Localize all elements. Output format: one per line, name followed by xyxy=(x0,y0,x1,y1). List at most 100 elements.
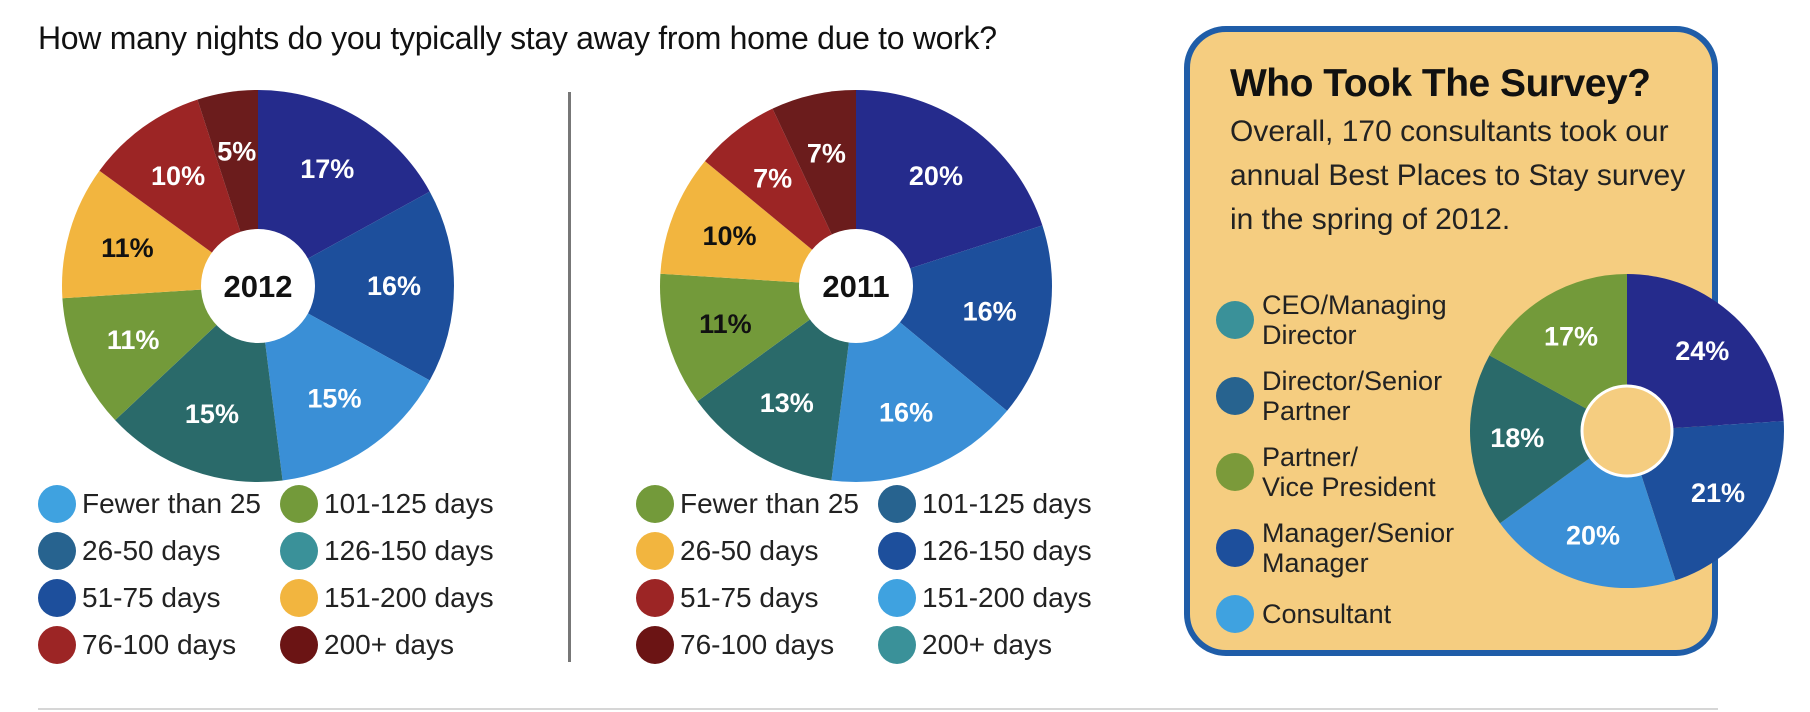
panel-legend: CEO/Managing Director Director/Senior Partn… xyxy=(1216,290,1454,650)
panel-legend-item: Director/Senior Partner xyxy=(1216,366,1454,426)
legend-item: 76-100 days xyxy=(38,626,280,664)
pie-slice xyxy=(1627,274,1784,431)
divider xyxy=(568,92,571,662)
pie-center-hole xyxy=(799,229,913,343)
panel-legend-label: Consultant xyxy=(1262,599,1391,629)
legend-item: 151-200 days xyxy=(878,579,1120,617)
legend-swatch xyxy=(280,485,318,523)
survey-panel: Who Took The Survey? Overall, 170 consul… xyxy=(1184,26,1784,656)
legend-swatch xyxy=(38,626,76,664)
legend-item: 101-125 days xyxy=(878,485,1120,523)
pie-center-label: 2012 xyxy=(224,269,293,304)
pie-center-label: 2011 xyxy=(822,269,889,304)
panel-legend-item: CEO/Managing Director xyxy=(1216,290,1454,350)
legend-item: 101-125 days xyxy=(280,485,522,523)
legend-swatch xyxy=(878,626,916,664)
panel-legend-item: Manager/Senior Manager xyxy=(1216,518,1454,578)
legend-label: 151-200 days xyxy=(324,582,494,613)
slice-label: 17% xyxy=(300,154,354,184)
legend-swatch xyxy=(878,485,916,523)
panel-legend-label: Director/Senior Partner xyxy=(1262,366,1442,426)
pie-center-hole xyxy=(1580,384,1674,478)
legend-label: 101-125 days xyxy=(922,488,1092,519)
legend-swatch xyxy=(1216,529,1254,567)
panel-legend-item: Partner/Vice President xyxy=(1216,442,1454,502)
legend-item: 26-50 days xyxy=(636,532,878,570)
pie-center-hole xyxy=(201,229,315,343)
legend-label: 200+ days xyxy=(922,629,1052,660)
slice-label: 16% xyxy=(879,397,933,427)
legend-swatch xyxy=(636,532,674,570)
legend-swatch xyxy=(1216,453,1254,491)
slice-label: 15% xyxy=(185,399,239,429)
legend-swatch xyxy=(280,626,318,664)
legend-item: 126-150 days xyxy=(280,532,522,570)
slice-label: 17% xyxy=(1544,321,1598,351)
legend-item: 200+ days xyxy=(878,626,1120,664)
legend-item: 51-75 days xyxy=(38,579,280,617)
pie-slice xyxy=(258,286,430,481)
pie-chart-respondents: 24% 21% 20% 18% 17% xyxy=(1470,274,1784,588)
slice-label: 10% xyxy=(703,221,757,251)
slice-label: 11% xyxy=(107,325,160,355)
panel-legend-label: Manager/Senior Manager xyxy=(1262,518,1454,578)
legend-label: 200+ days xyxy=(324,629,454,660)
legend-swatch xyxy=(878,532,916,570)
legend-swatch xyxy=(38,485,76,523)
panel-legend-item: Consultant xyxy=(1216,594,1454,634)
legend-label: 76-100 days xyxy=(680,629,835,660)
pie-slice xyxy=(660,161,856,286)
panel-legend-line: Partner/ xyxy=(1262,442,1359,472)
pie-slice xyxy=(704,108,856,286)
legend-label: 51-75 days xyxy=(82,582,221,613)
pie-slice xyxy=(1627,421,1784,581)
legend-item: 76-100 days xyxy=(636,626,878,664)
panel-legend-line: Manager xyxy=(1262,548,1369,578)
legend-swatch xyxy=(280,532,318,570)
pie-slice xyxy=(1470,355,1627,524)
slice-label: 18% xyxy=(1490,423,1544,453)
legend-swatch xyxy=(636,579,674,617)
legend-item: 200+ days xyxy=(280,626,522,664)
legend-label: 26-50 days xyxy=(82,535,221,566)
slice-label: 10% xyxy=(151,161,205,191)
panel-title: Who Took The Survey? xyxy=(1230,62,1651,105)
panel-legend-line: Director xyxy=(1262,320,1357,350)
pie-slice xyxy=(258,191,454,381)
legend-swatch xyxy=(636,626,674,664)
panel-legend-line: Partner xyxy=(1262,396,1351,426)
pie-slice xyxy=(1489,274,1627,431)
legend-label: Fewer than 25 xyxy=(680,488,859,519)
legend-item: Fewer than 25 xyxy=(636,485,878,523)
legend-item: 51-75 days xyxy=(636,579,878,617)
pie-chart-2012: 17% 16% 15% 15% 11% 11% 10% 5% 2012 xyxy=(62,90,454,482)
bottom-rule xyxy=(38,708,1718,710)
legend-swatch xyxy=(1216,301,1254,339)
legend-label: 26-50 days xyxy=(680,535,819,566)
pie-chart-2011: 20% 16% 16% 13% 11% 10% 7% 7% 2011 xyxy=(660,90,1052,482)
slice-label: 24% xyxy=(1675,336,1729,366)
panel-legend-line: Consultant xyxy=(1262,599,1392,629)
panel-legend-line: Director/Senior xyxy=(1262,366,1443,396)
slice-label: 15% xyxy=(307,383,361,413)
panel-legend-line: Vice President xyxy=(1262,472,1436,502)
legend-swatch xyxy=(636,485,674,523)
panel-legend-line: CEO/Managing xyxy=(1262,290,1447,320)
legend-swatch xyxy=(38,532,76,570)
slice-label: 21% xyxy=(1691,478,1745,508)
legend-2011: Fewer than 25 101-125 days 26-50 days 126-1… xyxy=(636,485,1120,664)
legend-item: 151-200 days xyxy=(280,579,522,617)
slice-label: 13% xyxy=(760,388,814,418)
legend-label: 76-100 days xyxy=(82,629,237,660)
pie-slice xyxy=(856,90,1043,286)
legend-label: Fewer than 25 xyxy=(82,488,261,519)
legend-label: 126-150 days xyxy=(324,535,494,566)
panel-legend-line: Manager/Senior xyxy=(1262,518,1455,548)
legend-2012: Fewer than 25 101-125 days 26-50 days 126-1… xyxy=(38,485,522,664)
legend-item: 26-50 days xyxy=(38,532,280,570)
slice-label: 16% xyxy=(963,296,1017,326)
slice-label: 7% xyxy=(807,138,846,168)
pie-slice xyxy=(99,99,258,286)
slice-label: 5% xyxy=(217,137,256,167)
slice-label: 20% xyxy=(1566,521,1620,551)
